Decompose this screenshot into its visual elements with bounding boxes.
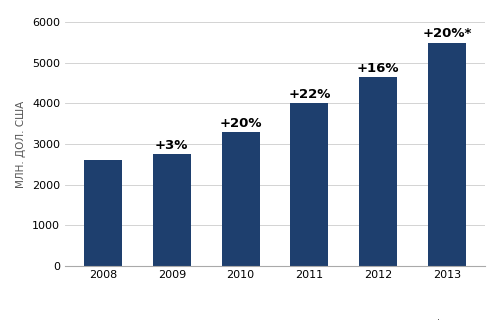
Text: +3%: +3% xyxy=(155,139,188,152)
Bar xyxy=(84,160,122,266)
Bar xyxy=(290,103,329,266)
Bar xyxy=(222,132,260,266)
Text: *прогноз: *прогноз xyxy=(436,319,485,320)
Bar xyxy=(360,77,397,266)
Text: +22%: +22% xyxy=(288,88,331,101)
Text: +16%: +16% xyxy=(357,62,400,75)
Text: +20%*: +20%* xyxy=(422,28,472,40)
Text: +20%: +20% xyxy=(220,116,262,130)
Bar xyxy=(428,43,466,266)
Y-axis label: МЛН. ДОЛ. США: МЛН. ДОЛ. США xyxy=(16,100,26,188)
Bar xyxy=(153,154,190,266)
